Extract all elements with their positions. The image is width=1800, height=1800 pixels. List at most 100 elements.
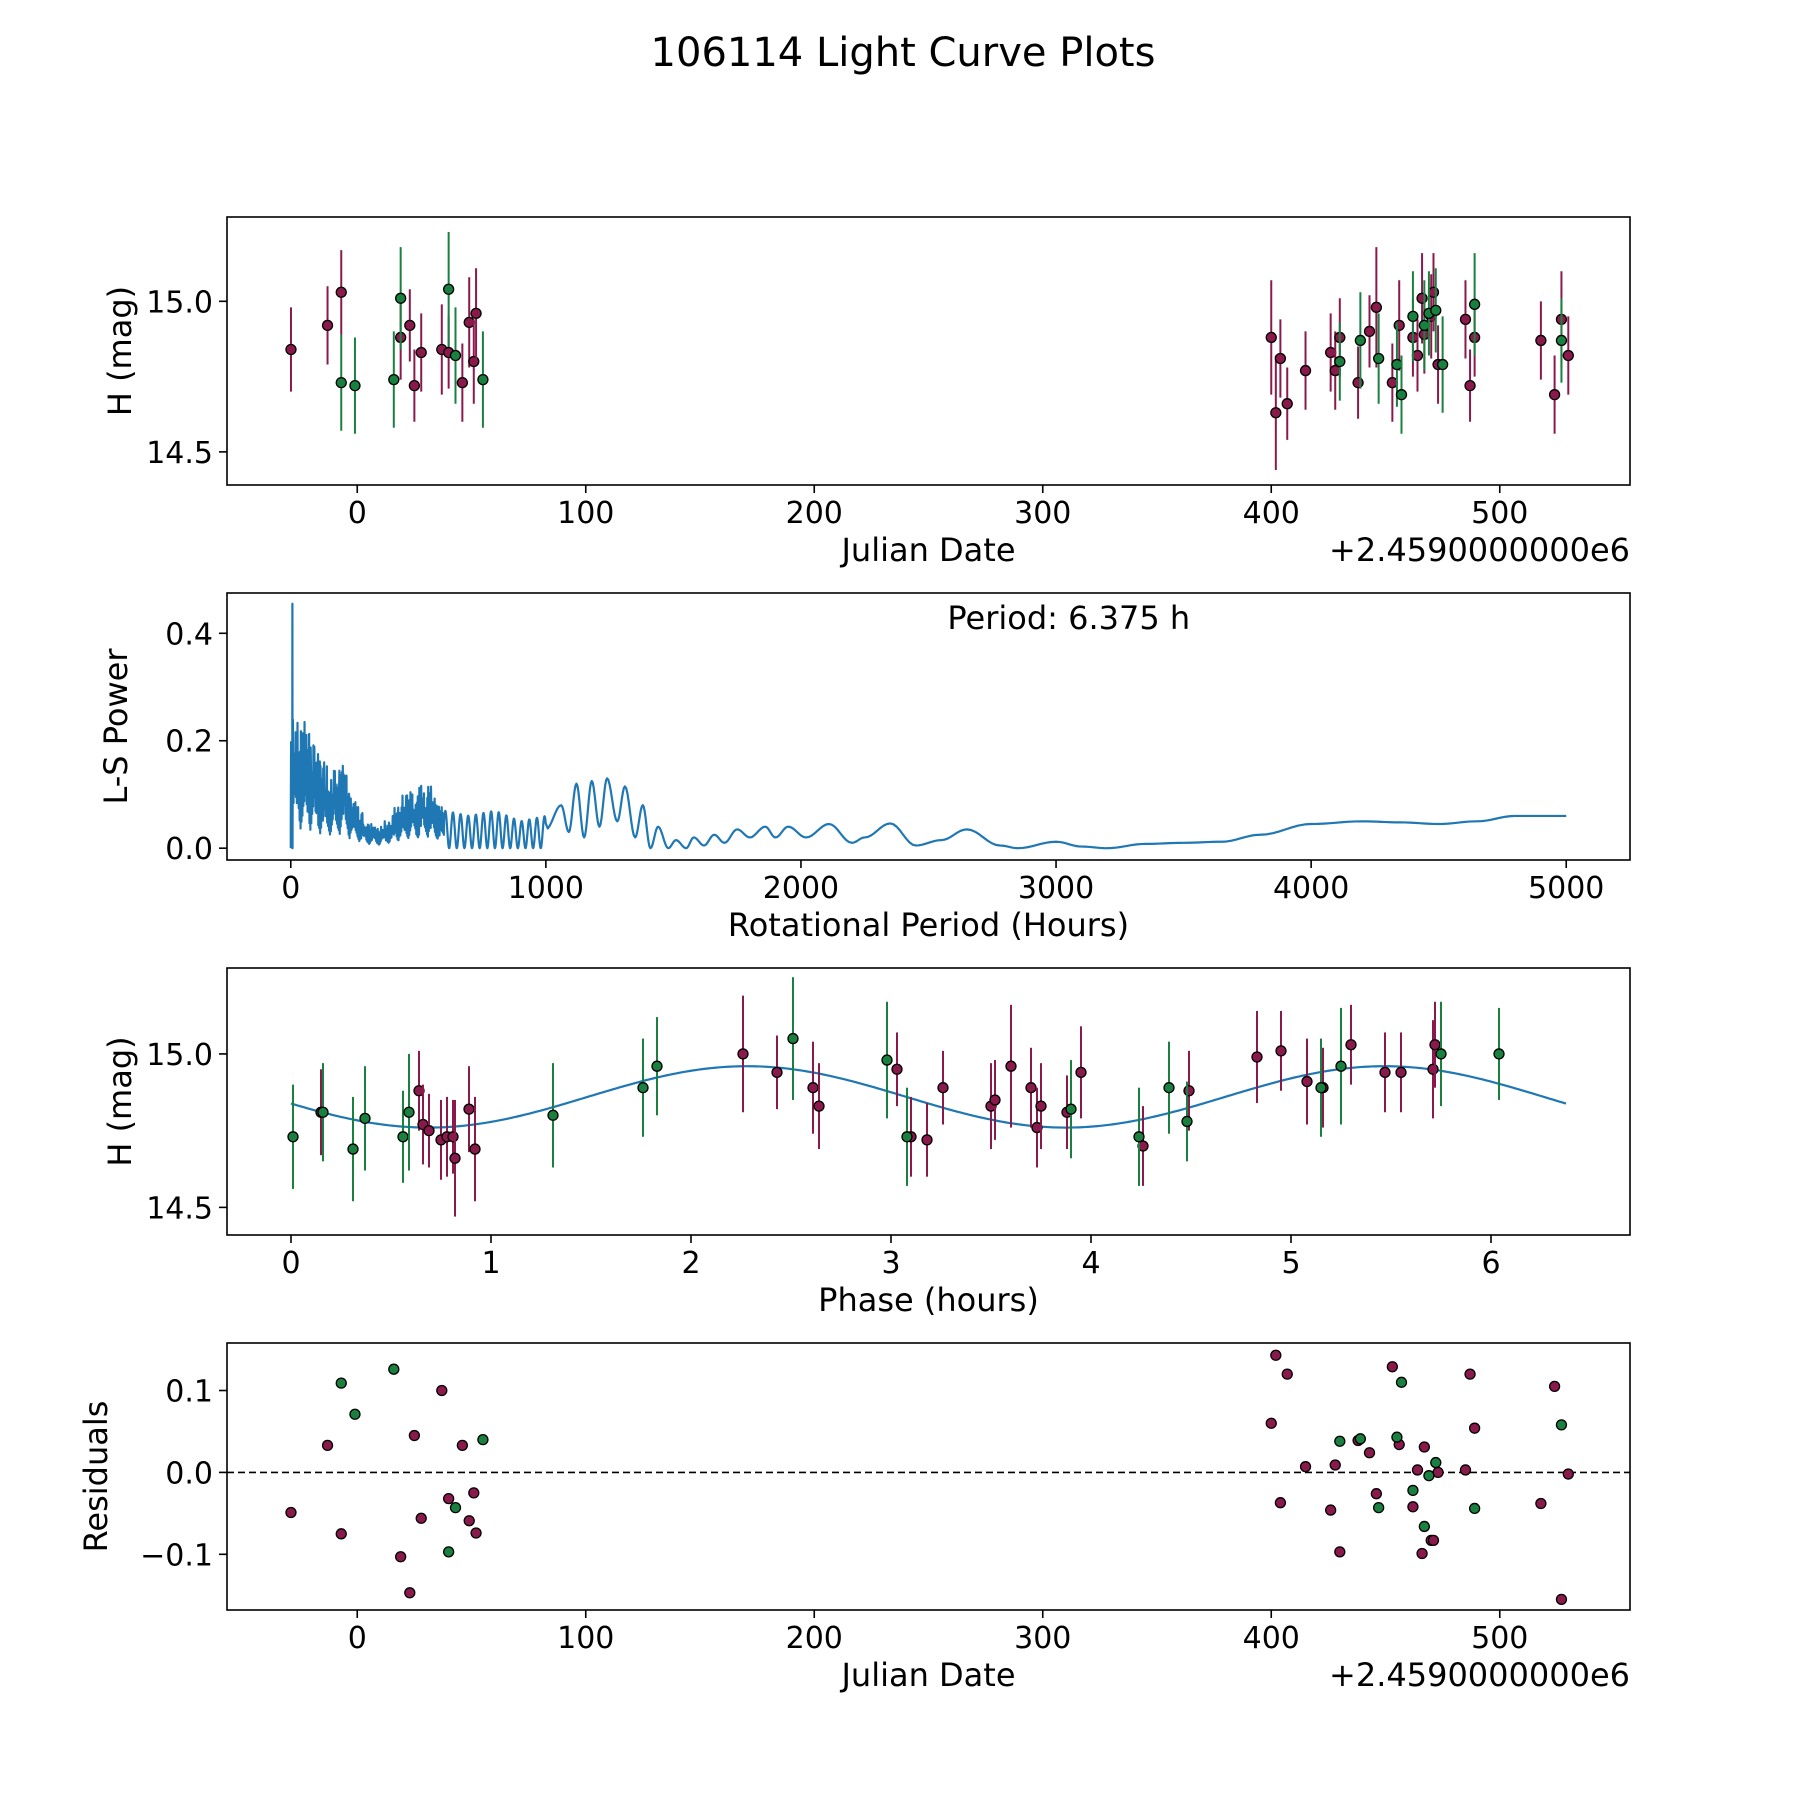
data-point <box>1555 1593 1568 1606</box>
data-point <box>637 1082 649 1094</box>
data-point <box>1407 1501 1419 1513</box>
data-point <box>1372 352 1385 365</box>
x-tick-label: 3 <box>881 1246 900 1281</box>
data-point <box>463 316 475 329</box>
data-point <box>469 1143 481 1155</box>
data-point <box>1468 298 1481 310</box>
data-point <box>1548 389 1561 401</box>
data-point <box>449 349 462 362</box>
x-tick-label: 3000 <box>1018 871 1094 906</box>
y-tick-label: 15.0 <box>146 285 213 320</box>
data-point <box>404 1587 416 1599</box>
period-annotation: Period: 6.375 h <box>947 599 1190 637</box>
x-tick-label: 0 <box>281 871 300 906</box>
x-axis-label: Julian Date <box>839 531 1015 569</box>
data-point <box>468 1487 480 1499</box>
data-point <box>335 376 347 389</box>
data-point <box>1535 334 1547 347</box>
data-point <box>447 1131 459 1143</box>
data-point <box>321 1439 334 1452</box>
data-point <box>1411 1464 1424 1476</box>
data-point <box>651 1060 663 1072</box>
x-tick-label: 0 <box>348 496 367 531</box>
data-point <box>1325 346 1337 359</box>
data-point <box>1025 1082 1037 1094</box>
data-point <box>1183 1085 1195 1097</box>
data-point <box>1065 1103 1077 1115</box>
data-point <box>1535 1497 1547 1510</box>
data-point <box>1459 313 1472 326</box>
data-point <box>1345 1039 1357 1051</box>
data-point <box>1133 1131 1145 1143</box>
data-point <box>1379 1066 1391 1078</box>
data-point <box>1299 1461 1312 1473</box>
data-point <box>1334 1435 1346 1447</box>
plot-area-phased <box>287 977 1567 1217</box>
data-point <box>397 1131 409 1143</box>
x-tick-label: 2 <box>681 1246 700 1281</box>
sinusoid-model-curve <box>290 1065 1567 1129</box>
x-tick-label: 100 <box>557 496 614 531</box>
figure-title: 106114 Light Curve Plots <box>651 30 1156 76</box>
data-point <box>1430 1456 1442 1469</box>
data-point <box>547 1109 559 1121</box>
x-tick-label: 4000 <box>1273 871 1349 906</box>
y-axis-label: Residuals <box>77 1401 115 1553</box>
data-point <box>1427 1534 1440 1547</box>
x-tick-label: 0 <box>281 1246 300 1281</box>
data-point <box>1459 1464 1472 1476</box>
data-point <box>470 1527 482 1539</box>
data-point <box>1315 1082 1327 1094</box>
data-point <box>408 1429 421 1442</box>
data-point <box>1163 1082 1175 1094</box>
data-point <box>1393 319 1405 332</box>
data-point <box>1427 286 1440 298</box>
data-point <box>1386 376 1399 389</box>
data-point <box>1363 325 1376 338</box>
x-tick-label: 100 <box>557 1621 614 1656</box>
data-point <box>408 379 421 392</box>
data-point <box>1281 398 1293 410</box>
data-point <box>1363 1447 1376 1459</box>
data-point <box>1181 1115 1193 1128</box>
x-tick-label: 0 <box>348 1621 367 1656</box>
data-point <box>1386 1361 1399 1373</box>
data-point <box>1464 1368 1476 1380</box>
y-tick-label: 14.5 <box>146 436 213 471</box>
data-point <box>1395 389 1408 401</box>
x-axis-label: Phase (hours) <box>818 1281 1039 1319</box>
data-point <box>787 1032 799 1045</box>
series-filter-green <box>287 977 1505 1202</box>
x-tick-label: 400 <box>1243 496 1300 531</box>
x-tick-label: 400 <box>1243 1621 1300 1656</box>
data-point <box>442 1492 455 1505</box>
data-point <box>1418 319 1430 332</box>
data-point <box>937 1082 949 1094</box>
x-tick-label: 5000 <box>1528 871 1604 906</box>
data-point <box>1407 310 1419 323</box>
data-point <box>415 346 427 359</box>
data-point <box>395 292 407 304</box>
data-point <box>1391 358 1403 371</box>
x-axis-label: Rotational Period (Hours) <box>728 906 1129 944</box>
data-point <box>1468 1502 1481 1515</box>
data-point <box>1075 1066 1087 1078</box>
data-point <box>1329 1459 1341 1471</box>
data-point <box>1372 1501 1385 1514</box>
y-tick-label: 0.1 <box>165 1375 213 1410</box>
axes-frame-residuals <box>226 1342 1631 1611</box>
data-point <box>1325 1504 1337 1516</box>
data-point <box>449 1152 461 1164</box>
data-point <box>1299 364 1312 377</box>
data-point <box>1555 1419 1568 1431</box>
data-point <box>287 1131 299 1143</box>
data-point <box>359 1112 371 1125</box>
x-offset-label: +2.4590000000e6 <box>1329 1656 1630 1694</box>
data-point <box>347 1143 359 1155</box>
x-axis-label: Julian Date <box>839 1656 1015 1694</box>
data-point <box>1468 1422 1481 1434</box>
data-point <box>449 1501 462 1514</box>
